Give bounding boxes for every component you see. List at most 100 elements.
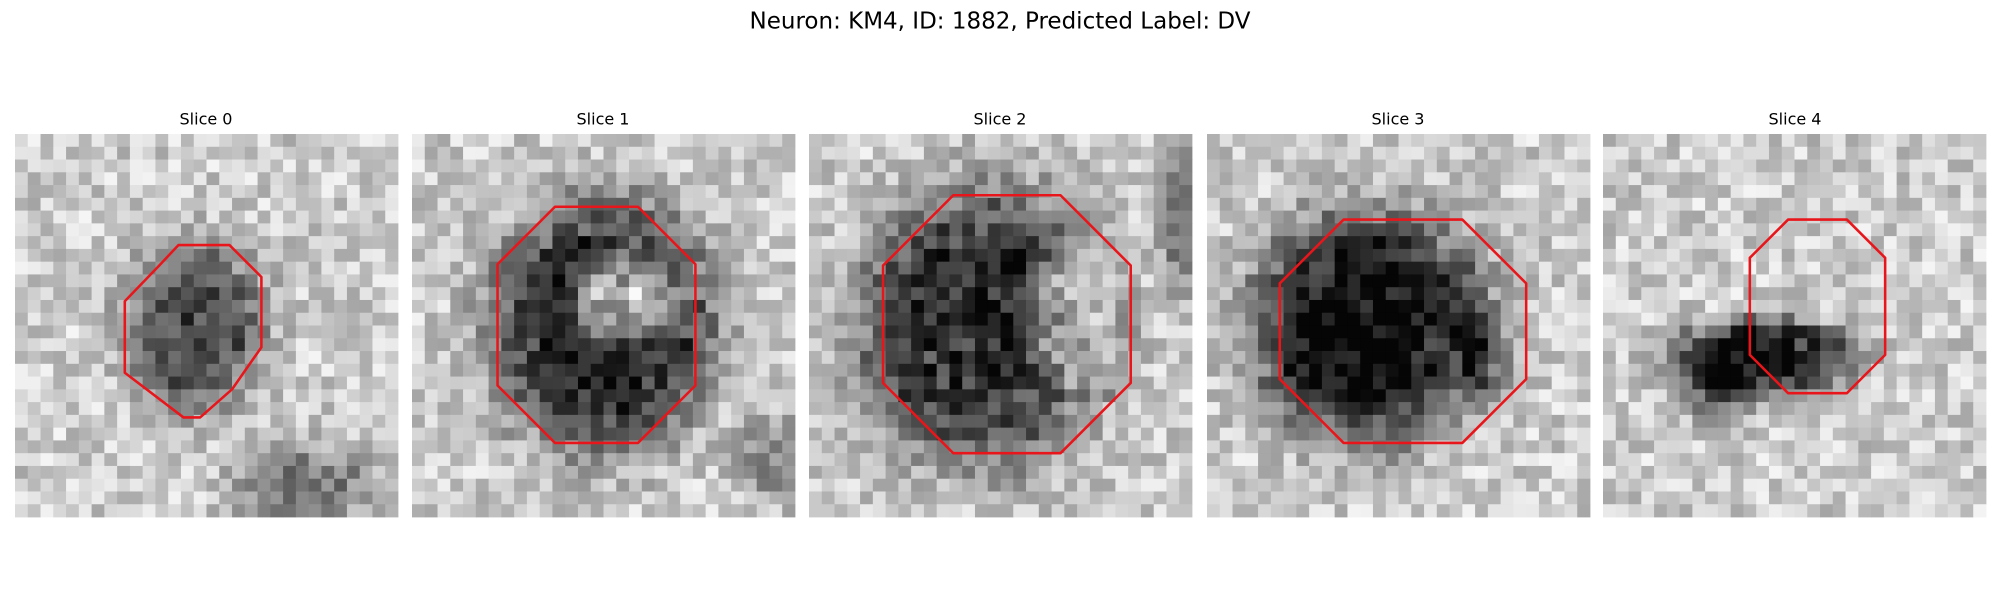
pixel	[1296, 453, 1310, 467]
pixel	[731, 363, 745, 377]
pixel	[1487, 274, 1502, 288]
pixel	[1128, 389, 1142, 403]
pixel	[667, 248, 681, 263]
pixel	[705, 134, 719, 148]
pixel	[680, 261, 694, 275]
pixel	[155, 172, 169, 186]
pixel	[308, 236, 322, 250]
pixel	[667, 491, 681, 505]
pixel	[821, 236, 835, 250]
pixel	[1051, 248, 1065, 263]
pixel	[1781, 134, 1795, 148]
pixel	[1909, 299, 1923, 314]
pixel	[104, 223, 118, 237]
pixel	[40, 248, 54, 263]
pixel	[1577, 261, 1591, 275]
pixel	[1551, 210, 1565, 224]
pixel	[1666, 389, 1680, 403]
pixel	[168, 159, 182, 173]
pixel	[1102, 478, 1116, 492]
pixel	[1615, 146, 1629, 160]
pixel	[308, 465, 322, 480]
pixel	[1038, 299, 1052, 314]
pixel	[1654, 287, 1668, 301]
pixel	[1140, 338, 1155, 352]
pixel	[1909, 210, 1923, 224]
pixel	[629, 504, 643, 518]
pixel	[1219, 261, 1233, 275]
pixel	[450, 478, 464, 492]
pixel	[475, 210, 489, 224]
pixel	[1296, 312, 1310, 326]
pixel	[705, 325, 719, 339]
pixel	[872, 427, 886, 441]
pixel	[1730, 491, 1744, 505]
pixel	[334, 274, 348, 288]
pixel	[450, 134, 464, 148]
pixel	[1756, 185, 1770, 199]
pixel	[872, 172, 886, 186]
pixel	[1666, 236, 1680, 250]
pixel	[1207, 146, 1221, 160]
pixel	[1730, 185, 1744, 199]
pixel	[1385, 478, 1399, 492]
pixel	[603, 210, 617, 224]
pixel	[1896, 172, 1910, 186]
pixel	[1832, 248, 1846, 263]
pixel	[1666, 299, 1680, 314]
pixel	[1705, 363, 1719, 377]
pixel	[1026, 427, 1040, 441]
pixel	[1960, 504, 1974, 518]
pixel	[1500, 223, 1514, 237]
pixel	[949, 363, 963, 377]
pixel	[1526, 504, 1540, 518]
pixel	[1283, 287, 1297, 301]
pixel	[155, 210, 169, 224]
pixel	[743, 338, 758, 352]
pixel	[27, 299, 41, 314]
pixel	[1153, 134, 1167, 148]
pixel	[936, 478, 950, 492]
pixel	[1500, 146, 1514, 160]
pixel	[142, 197, 156, 211]
pixel	[1000, 261, 1014, 275]
pixel	[847, 465, 861, 480]
pixel	[1717, 134, 1732, 148]
pixel	[680, 351, 694, 365]
pixel	[1102, 465, 1116, 480]
pixel	[1730, 414, 1744, 429]
pixel	[1820, 453, 1834, 467]
pixel	[1615, 159, 1629, 173]
pixel	[1909, 248, 1923, 263]
pixel	[769, 465, 783, 480]
pixel	[1922, 146, 1936, 160]
pixel	[437, 427, 451, 441]
pixel	[270, 248, 284, 263]
pixel	[1309, 389, 1323, 403]
pixel	[1347, 453, 1361, 467]
pixel	[1538, 299, 1553, 314]
pixel	[782, 363, 796, 377]
pixel	[1038, 146, 1052, 160]
pixel	[743, 440, 758, 454]
pixel	[91, 159, 105, 173]
pixel	[1296, 223, 1310, 237]
pixel	[962, 325, 976, 339]
pixel	[1140, 134, 1155, 148]
pixel	[616, 478, 630, 492]
pixel	[66, 197, 80, 211]
pixel	[1679, 134, 1693, 148]
pixel	[1487, 363, 1502, 377]
pixel	[1603, 478, 1617, 492]
pixel	[898, 172, 912, 186]
pixel	[1296, 376, 1310, 390]
pixel	[1385, 351, 1399, 365]
pixel	[1564, 453, 1578, 467]
pixel	[692, 210, 707, 224]
pixel	[590, 504, 604, 518]
pixel	[501, 376, 515, 390]
pixel	[1641, 491, 1655, 505]
pixel	[1436, 248, 1450, 263]
pixel	[244, 427, 258, 441]
pixel	[1615, 287, 1629, 301]
